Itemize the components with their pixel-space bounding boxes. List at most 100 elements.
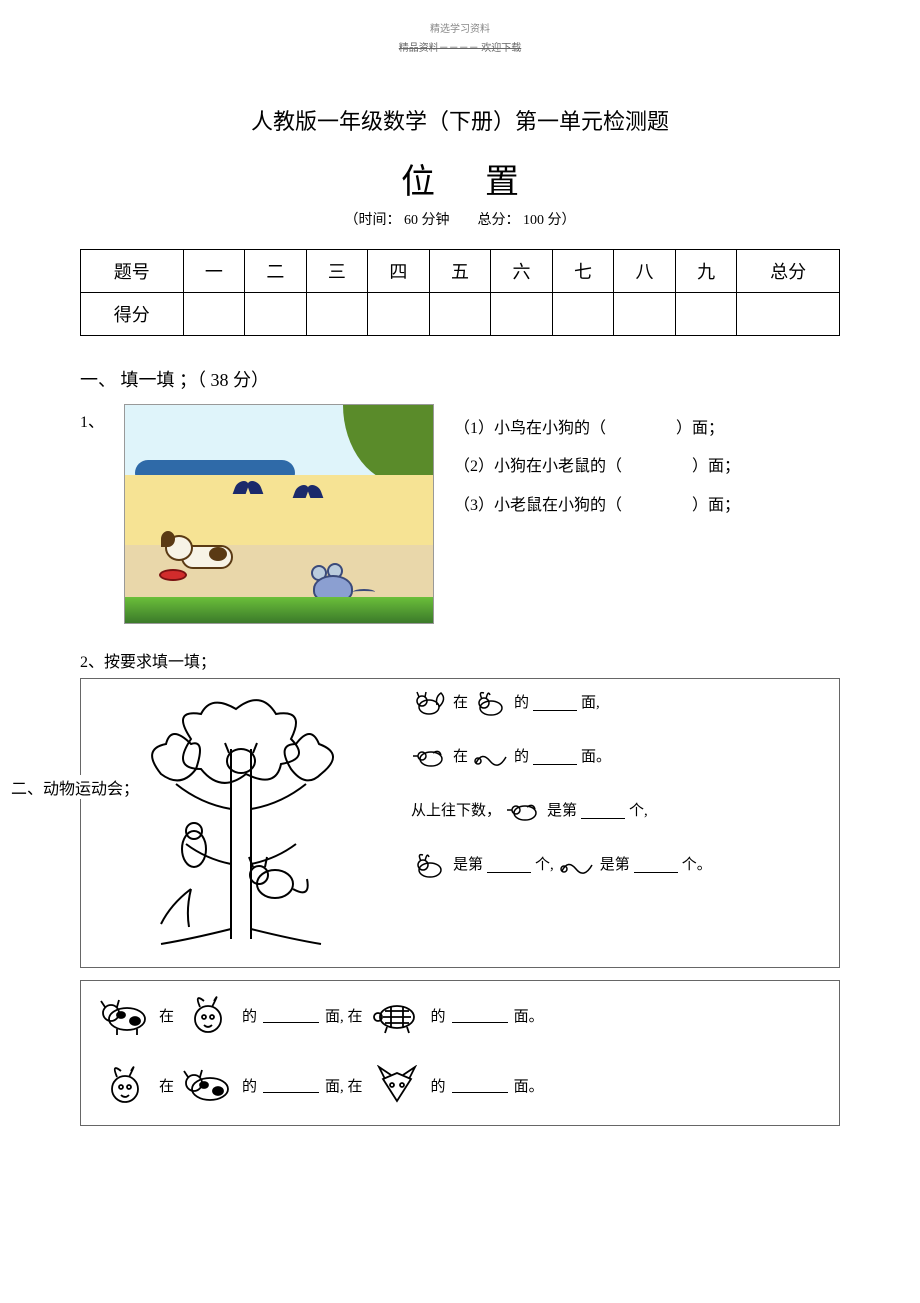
bird-icon bbox=[235, 481, 261, 495]
score-v-7 bbox=[552, 293, 614, 336]
score-h-10: 总分 bbox=[737, 250, 840, 293]
q1-l1-suffix: ）面； bbox=[676, 420, 724, 437]
header-mark-1: 精选学习资料 bbox=[80, 20, 840, 35]
score-header-row: 题号 一 二 三 四 五 六 七 八 九 总分 bbox=[81, 250, 840, 293]
blank-underline bbox=[452, 1007, 508, 1024]
q2-label: 2、按要求填一填； bbox=[80, 648, 840, 672]
q2-line-4: 是第 个, 是第 个。 bbox=[411, 851, 827, 879]
q2-line-2: 在 的 面。 bbox=[411, 743, 827, 771]
rabbit-icon bbox=[472, 689, 510, 717]
txt: 在 bbox=[453, 691, 468, 715]
q2-line-3: 从上往下数， 是第 个, bbox=[411, 797, 827, 825]
txt: 个。 bbox=[682, 853, 712, 877]
bird-icon bbox=[411, 743, 449, 771]
q3-row-1: 在 的 面, 在 的 面。 bbox=[97, 995, 823, 1035]
cow-icon bbox=[180, 1065, 236, 1105]
score-h-1: 一 bbox=[183, 250, 245, 293]
q3-row-2: 在 的 面, 在 的 面。 bbox=[97, 1065, 823, 1105]
cow-icon bbox=[97, 995, 153, 1035]
txt: 的 bbox=[242, 1005, 257, 1026]
score-v-2 bbox=[245, 293, 307, 336]
section-1-title: 一、 填一填 ；（ 38 分） bbox=[80, 366, 840, 392]
txt: 面。 bbox=[514, 1005, 544, 1026]
doc-title: 人教版一年级数学（下册）第一单元检测题 bbox=[80, 104, 840, 136]
turtle-icon bbox=[369, 995, 425, 1035]
txt: 面。 bbox=[514, 1075, 544, 1096]
q1-line-3: （3）小老鼠在小狗的（ ）面； bbox=[454, 487, 840, 525]
txt: 是第 bbox=[453, 853, 483, 877]
q1-l2-suffix: ）面； bbox=[692, 458, 740, 475]
q1-l3-prefix: （3）小老鼠在小狗的（ bbox=[454, 497, 622, 514]
txt: 是第 bbox=[547, 799, 577, 823]
q1-l1-prefix: （1）小鸟在小狗的（ bbox=[454, 420, 606, 437]
score-h-6: 六 bbox=[491, 250, 553, 293]
q1-text: （1）小鸟在小狗的（ ）面； （2）小狗在小老鼠的（ ）面； （3）小老鼠在小狗的（… bbox=[454, 404, 840, 525]
score-h-5: 五 bbox=[429, 250, 491, 293]
q2-line-1: 在 的 面, bbox=[411, 689, 827, 717]
txt: 的 bbox=[431, 1075, 446, 1096]
blank-underline bbox=[581, 803, 625, 820]
score-v-5 bbox=[429, 293, 491, 336]
q1-line-2: （2）小狗在小老鼠的（ ）面； bbox=[454, 448, 840, 486]
score-v-9 bbox=[675, 293, 737, 336]
blank-underline bbox=[487, 857, 531, 874]
txt: 面。 bbox=[581, 745, 611, 769]
txt: 个, bbox=[535, 853, 554, 877]
snake-icon bbox=[472, 743, 510, 771]
score-h-7: 七 bbox=[552, 250, 614, 293]
doc-meta: （时间： 60 分钟 总分： 100 分） bbox=[80, 209, 840, 229]
blank-underline bbox=[634, 857, 678, 874]
blank-underline bbox=[452, 1077, 508, 1094]
q1-number: 1、 bbox=[80, 408, 104, 432]
score-v-6 bbox=[491, 293, 553, 336]
q1-l2-prefix: （2）小狗在小老鼠的（ bbox=[454, 458, 622, 475]
squirrel-icon bbox=[411, 689, 449, 717]
q2-box: 二、动物运动会； bbox=[80, 678, 840, 968]
score-v-10 bbox=[737, 293, 840, 336]
q1-l3-suffix: ）面； bbox=[692, 497, 740, 514]
score-h-9: 九 bbox=[675, 250, 737, 293]
blank-underline bbox=[533, 695, 577, 712]
header-mark-2: 精品资料－－－－ 欢迎下载 bbox=[80, 39, 840, 54]
score-v-3 bbox=[306, 293, 368, 336]
score-h-0: 题号 bbox=[81, 250, 184, 293]
score-table: 题号 一 二 三 四 五 六 七 八 九 总分 得分 bbox=[80, 249, 840, 336]
txt: 是第 bbox=[600, 853, 630, 877]
q2-right-text: 在 的 面, 在 的 面。 从上往下数， 是第 个, 是第 个, 是 bbox=[411, 689, 827, 879]
doc-subtitle: 位置 bbox=[80, 154, 840, 203]
txt: 的 bbox=[514, 691, 529, 715]
q1-line-1: （1）小鸟在小狗的（ ）面； bbox=[454, 410, 840, 448]
rabbit-icon bbox=[97, 1065, 153, 1105]
txt: 的 bbox=[514, 745, 529, 769]
txt: 面, 在 bbox=[325, 1005, 363, 1026]
bird-icon bbox=[295, 485, 321, 499]
frisbee-icon bbox=[159, 569, 187, 581]
grass bbox=[125, 597, 433, 623]
bird-icon bbox=[505, 797, 543, 825]
fox-icon bbox=[369, 1065, 425, 1105]
score-h-2: 二 bbox=[245, 250, 307, 293]
rabbit-icon bbox=[180, 995, 236, 1035]
txt: 在 bbox=[453, 745, 468, 769]
score-v-1 bbox=[183, 293, 245, 336]
blank-underline bbox=[263, 1007, 319, 1024]
txt: 的 bbox=[431, 1005, 446, 1026]
txt: 在 bbox=[159, 1075, 174, 1096]
q1-scene-image bbox=[124, 404, 434, 624]
score-v-4 bbox=[368, 293, 430, 336]
tree-sketch bbox=[101, 689, 381, 949]
score-h-3: 三 bbox=[306, 250, 368, 293]
txt: 在 bbox=[159, 1005, 174, 1026]
blank-underline bbox=[533, 749, 577, 766]
score-v-8 bbox=[614, 293, 676, 336]
txt: 从上往下数， bbox=[411, 799, 501, 823]
blank-underline bbox=[263, 1077, 319, 1094]
score-value-row: 得分 bbox=[81, 293, 840, 336]
question-1: 1、 （1）小鸟在小狗的（ ）面； （2）小狗在小老鼠的（ ）面； （3）小老鼠在小… bbox=[80, 404, 840, 624]
txt: 面, 在 bbox=[325, 1075, 363, 1096]
rabbit-icon bbox=[411, 851, 449, 879]
score-v-0: 得分 bbox=[81, 293, 184, 336]
q3-box: 在 的 面, 在 的 面。 在 的 面, 在 的 面。 bbox=[80, 980, 840, 1126]
snake-icon bbox=[558, 851, 596, 879]
txt: 个, bbox=[629, 799, 648, 823]
